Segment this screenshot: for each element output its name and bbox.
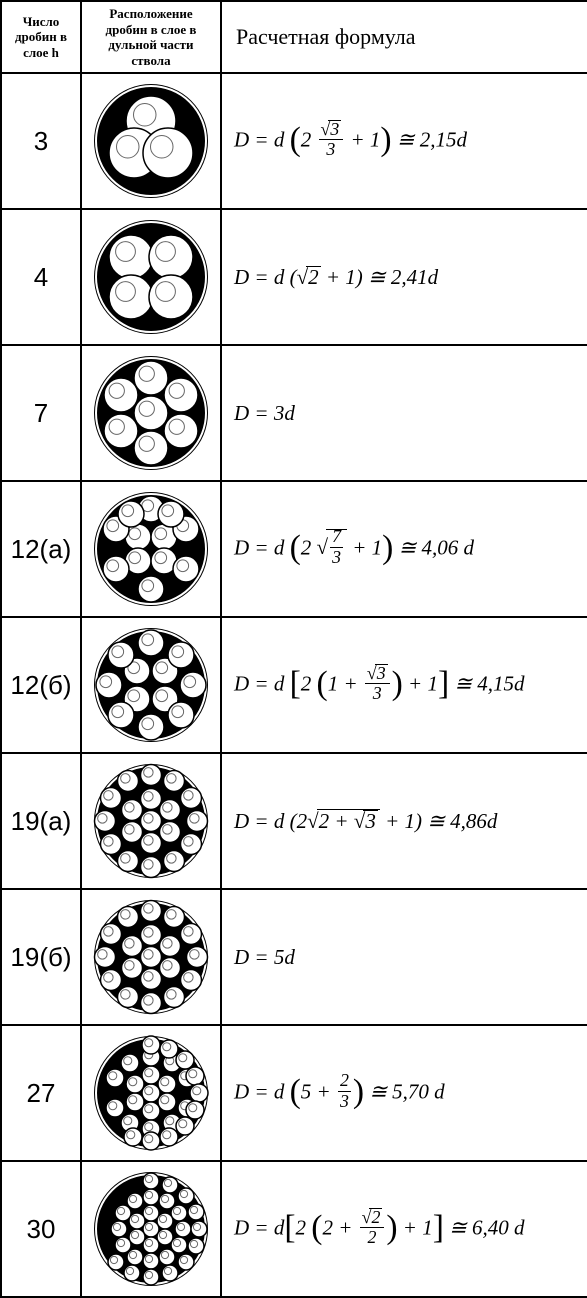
- table-row: 19(а) D = d (2√2 + √3 + 1) ≅ 4,86d: [1, 753, 587, 889]
- count-cell: 7: [1, 345, 81, 481]
- count-cell: 19(б): [1, 889, 81, 1025]
- diagram-cell: [81, 1025, 221, 1161]
- count-cell: 12(а): [1, 481, 81, 617]
- formula-cell: D = d (√2 + 1) ≅ 2,41d: [221, 209, 587, 345]
- diagram-cell: [81, 481, 221, 617]
- count-cell: 27: [1, 1025, 81, 1161]
- formula-cell: D = d (2 √73 + 1) ≅ 4,06 d: [221, 481, 587, 617]
- formula-cell: D = d (5 + 23) ≅ 5,70 d: [221, 1025, 587, 1161]
- table-row: 12(а) D = d (2 √73 + 1) ≅ 4,06 d: [1, 481, 587, 617]
- header-formula: Расчетная формула: [221, 1, 587, 73]
- formula-cell: D = d [2 (1 + √33) + 1] ≅ 4,15d: [221, 617, 587, 753]
- table-row: 7 D = 3d: [1, 345, 587, 481]
- formula-cell: D = d (2√2 + √3 + 1) ≅ 4,86d: [221, 753, 587, 889]
- table-row: 19(б) D = 5d: [1, 889, 587, 1025]
- formula-cell: D = d (2 √33 + 1) ≅ 2,15d: [221, 73, 587, 209]
- count-cell: 30: [1, 1161, 81, 1297]
- diagram-cell: [81, 1161, 221, 1297]
- diagram-cell: [81, 889, 221, 1025]
- table-row: 27 D = d (5 + 23) ≅ 5,70 d: [1, 1025, 587, 1161]
- header-row: Число дробин в слое h Расположение дроби…: [1, 1, 587, 73]
- table-row: 30 D = d[2 (2 + √22) + 1] ≅ 6,40 d: [1, 1161, 587, 1297]
- count-cell: 3: [1, 73, 81, 209]
- table-row: 12(б) D = d [2 (1 + √33) + 1] ≅ 4,15d: [1, 617, 587, 753]
- diagram-cell: [81, 73, 221, 209]
- table-row: 3 D = d (2 √33 + 1) ≅ 2,15d: [1, 73, 587, 209]
- table-row: 4 D = d (√2 + 1) ≅ 2,41d: [1, 209, 587, 345]
- diagram-cell: [81, 617, 221, 753]
- formula-cell: D = d[2 (2 + √22) + 1] ≅ 6,40 d: [221, 1161, 587, 1297]
- diagram-cell: [81, 345, 221, 481]
- header-diagram: Расположение дробин в слое в дульной час…: [81, 1, 221, 73]
- count-cell: 12(б): [1, 617, 81, 753]
- count-cell: 19(а): [1, 753, 81, 889]
- formula-cell: D = 3d: [221, 345, 587, 481]
- packing-table: Число дробин в слое h Расположение дроби…: [0, 0, 587, 1298]
- header-count: Число дробин в слое h: [1, 1, 81, 73]
- diagram-cell: [81, 753, 221, 889]
- diagram-cell: [81, 209, 221, 345]
- count-cell: 4: [1, 209, 81, 345]
- formula-cell: D = 5d: [221, 889, 587, 1025]
